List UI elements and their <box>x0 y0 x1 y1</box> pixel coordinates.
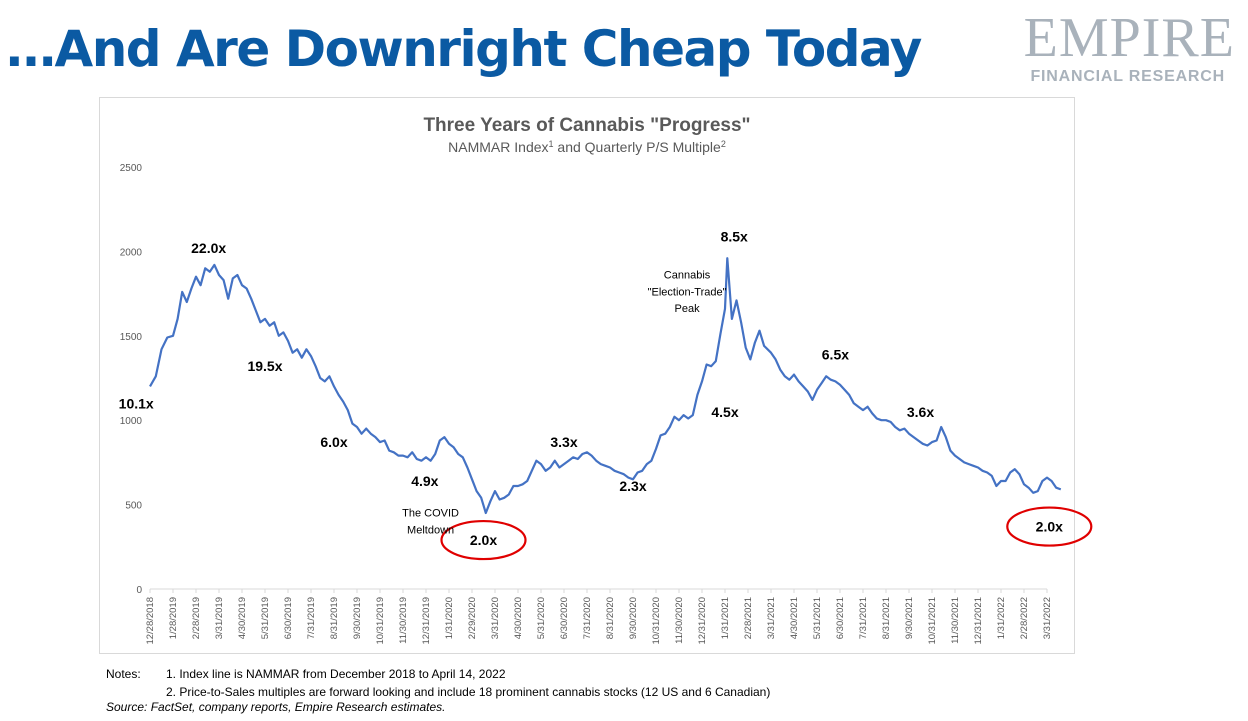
nammar-index-line <box>149 257 1062 515</box>
note-1: 1. Index line is NAMMAR from December 20… <box>166 667 506 681</box>
nammar-line-chart: Three Years of Cannabis "Progress" NAMMAR… <box>119 115 1093 645</box>
y-tick-label: 2000 <box>120 247 143 258</box>
logo-subtitle: FINANCIAL RESEARCH <box>1030 68 1225 85</box>
highlight-ellipse <box>1006 506 1093 547</box>
logo-wordmark: EMPIRE <box>1023 7 1235 69</box>
x-tick-label: 8/31/2019 <box>329 597 340 639</box>
x-tick-label: 12/28/2018 <box>145 597 156 645</box>
x-tick-label: 3/31/2021 <box>766 597 777 639</box>
chart-subtitle-part: NAMMAR Index <box>448 139 548 155</box>
x-tick-label: 1/31/2021 <box>720 597 731 639</box>
x-tick-label: 6/30/2021 <box>835 597 846 639</box>
x-tick-label: 7/31/2021 <box>858 597 869 639</box>
slide-title: …And Are Downright Cheap Today <box>6 20 922 78</box>
x-tick-label: 3/31/2022 <box>1042 597 1053 639</box>
x-tick-label: 12/31/2020 <box>697 597 708 645</box>
highlight-ellipse <box>440 519 527 561</box>
x-tick-label: 4/30/2020 <box>513 597 524 639</box>
multiple-label: 22.0x <box>191 240 226 256</box>
x-tick-label: 1/31/2020 <box>444 597 455 639</box>
x-tick-label: 2/28/2021 <box>743 597 754 639</box>
annotation-label: Cannabis <box>664 269 711 281</box>
chart-frame <box>99 97 1075 654</box>
x-tick-label: 7/31/2020 <box>582 597 593 639</box>
note-2: 2. Price-to-Sales multiples are forward … <box>166 685 771 699</box>
x-tick-label: 1/28/2019 <box>168 597 179 639</box>
x-tick-label: 12/31/2021 <box>973 597 984 645</box>
x-tick-label: 10/31/2021 <box>927 597 938 645</box>
x-tick-label: 8/31/2021 <box>881 597 892 639</box>
x-tick-label: 4/30/2021 <box>789 597 800 639</box>
chart-notes: Notes: 1. Index line is NAMMAR from Decem… <box>106 665 770 701</box>
annotation-label: "Election-Trade" <box>648 286 727 298</box>
multiple-label: 2.3x <box>619 478 646 494</box>
x-tick-label: 6/30/2019 <box>283 597 294 639</box>
multiple-label: 19.5x <box>247 358 282 374</box>
multiple-label: 10.1x <box>119 395 154 411</box>
chart-subtitle: NAMMAR Index1 and Quarterly P/S Multiple… <box>448 139 726 155</box>
x-tick-label: 8/31/2020 <box>605 597 616 639</box>
x-tick-label: 5/31/2020 <box>536 597 547 639</box>
x-tick-label: 9/30/2021 <box>904 597 915 639</box>
empire-logo: EMPIRE FINANCIAL RESEARCH <box>990 8 1235 88</box>
chart-subtitle-part: and Quarterly P/S Multiple <box>554 139 722 155</box>
y-tick-label: 1000 <box>120 416 143 427</box>
x-tick-label: 4/30/2019 <box>237 597 248 639</box>
multiple-label: 2.0x <box>1036 519 1063 535</box>
multiple-label: 6.0x <box>320 434 347 450</box>
x-tick-label: 9/30/2020 <box>628 597 639 639</box>
x-tick-label: 10/31/2020 <box>651 597 662 645</box>
annotation-label: Peak <box>675 303 701 315</box>
x-tick-label: 7/31/2019 <box>306 597 317 639</box>
multiple-label: 4.9x <box>411 473 438 489</box>
x-tick-label: 11/30/2020 <box>674 597 685 644</box>
multiple-label: 2.0x <box>470 532 497 548</box>
multiple-label: 6.5x <box>822 346 849 362</box>
x-tick-label: 5/31/2019 <box>260 597 271 639</box>
multiple-label: 8.5x <box>721 228 748 244</box>
multiple-label: 3.3x <box>550 434 577 450</box>
x-tick-label: 9/30/2019 <box>352 597 363 639</box>
source-note: Source: FactSet, company reports, Empire… <box>106 700 446 714</box>
x-tick-label: 2/28/2022 <box>1019 597 1030 639</box>
annotation-label: Meltdown <box>407 524 454 536</box>
x-tick-label: 2/28/2019 <box>191 597 202 639</box>
chart-subtitle-part: 1 <box>549 139 554 149</box>
notes-label: Notes: <box>106 667 141 681</box>
x-tick-label: 6/30/2020 <box>559 597 570 639</box>
x-tick-label: 3/31/2019 <box>214 597 225 639</box>
x-tick-label: 2/29/2020 <box>467 597 478 639</box>
multiple-label: 3.6x <box>907 404 934 420</box>
x-tick-label: 12/31/2019 <box>421 597 432 645</box>
y-tick-label: 0 <box>136 585 142 596</box>
multiple-label: 4.5x <box>711 404 738 420</box>
x-tick-label: 3/31/2020 <box>490 597 501 639</box>
y-tick-label: 1500 <box>120 332 143 343</box>
x-tick-label: 5/31/2021 <box>812 597 823 639</box>
y-tick-label: 500 <box>125 501 142 512</box>
x-tick-label: 1/31/2022 <box>996 597 1007 639</box>
chart-subtitle-part: 2 <box>721 139 726 149</box>
x-tick-label: 11/30/2021 <box>950 597 961 644</box>
x-tick-label: 10/31/2019 <box>375 597 386 645</box>
y-tick-label: 2500 <box>120 163 143 174</box>
annotation-label: The COVID <box>402 507 459 519</box>
x-tick-label: 11/30/2019 <box>398 597 409 644</box>
chart-title: Three Years of Cannabis "Progress" <box>423 115 750 136</box>
